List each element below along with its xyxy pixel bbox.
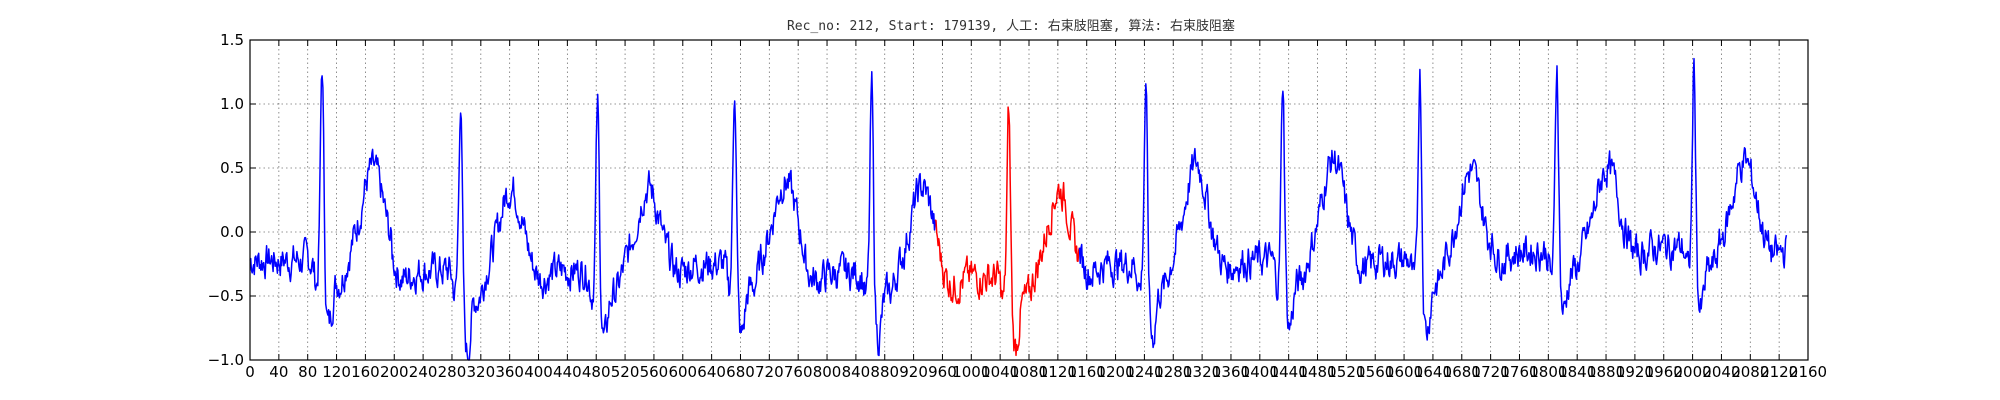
x-tick-label: 1640 — [1414, 363, 1452, 381]
x-tick-label: 2160 — [1789, 363, 1827, 381]
x-tick-label: 1080 — [1010, 363, 1048, 381]
x-tick-label: 760 — [784, 363, 813, 381]
x-tick-label: 1520 — [1327, 363, 1365, 381]
x-tick-label: 400 — [524, 363, 553, 381]
x-tick-label: 1560 — [1356, 363, 1394, 381]
x-tick-label: 1480 — [1298, 363, 1336, 381]
x-tick-label: 280 — [438, 363, 467, 381]
y-tick-label: −0.5 — [208, 287, 244, 305]
x-tick-label: 1760 — [1500, 363, 1538, 381]
x-tick-label: 1120 — [1039, 363, 1077, 381]
x-tick-label: 1680 — [1443, 363, 1481, 381]
x-tick-label: 1880 — [1587, 363, 1625, 381]
series — [249, 57, 1788, 361]
y-axis: −1.0 −0.5 0.0 0.5 1.0 1.5 — [208, 31, 1808, 369]
y-tick-label: 1.5 — [220, 31, 244, 49]
x-tick-label: 120 — [322, 363, 351, 381]
x-tick-label: 840 — [842, 363, 871, 381]
x-tick-label: 1160 — [1068, 363, 1106, 381]
x-tick-label: 1400 — [1241, 363, 1279, 381]
x-tick-label: 1000 — [952, 363, 990, 381]
x-tick-label: 800 — [813, 363, 842, 381]
x-tick-label: 40 — [269, 363, 288, 381]
x-tick-label: 1800 — [1529, 363, 1567, 381]
x-tick-label: 2080 — [1731, 363, 1769, 381]
x-tick-label: 0 — [245, 363, 255, 381]
x-tick-label: 320 — [466, 363, 495, 381]
x-tick-label: 80 — [298, 363, 317, 381]
y-tick-label: 0.5 — [220, 159, 244, 177]
x-tick-label: 2040 — [1702, 363, 1740, 381]
y-tick-label: 1.0 — [220, 95, 244, 113]
x-tick-label: 1920 — [1616, 363, 1654, 381]
x-tick-label: 680 — [726, 363, 755, 381]
series-line-before — [249, 71, 936, 361]
x-tick-label: 200 — [380, 363, 409, 381]
plot-frame — [249, 39, 1809, 361]
x-tick-label: 2120 — [1760, 363, 1798, 381]
x-tick-label: 1440 — [1270, 363, 1308, 381]
chart-title: Rec_no: 212, Start: 179139, 人工: 右束肢阻塞, 算… — [787, 18, 1235, 34]
x-axis: 0 40 80 120 160 200 240 280 320 360 400 440 480 520 56… — [245, 40, 1827, 381]
x-tick-label: 560 — [640, 363, 669, 381]
x-tick-label: 640 — [697, 363, 726, 381]
x-tick-label: 1200 — [1096, 363, 1134, 381]
x-tick-label: 1320 — [1183, 363, 1221, 381]
x-tick-label: 720 — [755, 363, 784, 381]
x-tick-label: 440 — [553, 363, 582, 381]
x-tick-label: 1360 — [1212, 363, 1250, 381]
x-tick-label: 920 — [899, 363, 928, 381]
x-tick-label: 240 — [409, 363, 438, 381]
x-tick-label: 360 — [495, 363, 524, 381]
y-tick-label: −1.0 — [208, 351, 244, 369]
x-tick-label: 1600 — [1385, 363, 1423, 381]
x-tick-label: 160 — [351, 363, 380, 381]
x-tick-label: 1840 — [1558, 363, 1596, 381]
x-tick-label: 480 — [582, 363, 611, 381]
x-tick-label: 1720 — [1472, 363, 1510, 381]
x-tick-label: 1280 — [1154, 363, 1192, 381]
x-tick-label: 1960 — [1645, 363, 1683, 381]
x-tick-label: 600 — [668, 363, 697, 381]
x-tick-label: 1240 — [1125, 363, 1163, 381]
series-line-after — [1078, 57, 1788, 349]
x-tick-label: 520 — [611, 363, 640, 381]
x-tick-label: 960 — [928, 363, 957, 381]
x-tick-label: 880 — [870, 363, 899, 381]
x-tick-label: 1040 — [981, 363, 1019, 381]
x-tick-label: 2000 — [1673, 363, 1711, 381]
grid — [250, 40, 1808, 360]
y-tick-label: 0.0 — [220, 223, 244, 241]
series-line-highlight — [934, 106, 1081, 357]
